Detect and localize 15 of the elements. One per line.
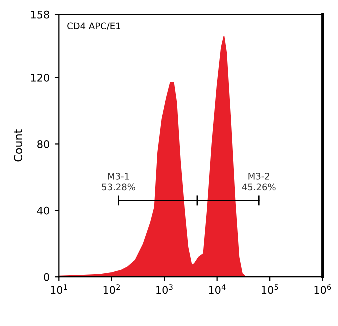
annotation: M3-1 53.28% xyxy=(102,172,136,191)
x-tick-label: 10$^{4}$ xyxy=(209,284,226,294)
y-tick-label: 40 xyxy=(37,206,50,215)
x-tick-label: 10$^{1}$ xyxy=(51,284,68,294)
x-tick-label: 10$^{3}$ xyxy=(156,284,173,294)
y-tick-label: 158 xyxy=(31,10,50,19)
x-tick-label: 10$^{2}$ xyxy=(104,284,120,294)
x-tick-label: 10$^{6}$ xyxy=(314,284,332,294)
y-tick-label: 120 xyxy=(31,74,50,82)
x-tick-label: 10$^{5}$ xyxy=(262,284,278,294)
y-axis-title: Count xyxy=(14,130,23,162)
annotation: M3-2 45.26% xyxy=(242,172,276,191)
y-tick-label: 80 xyxy=(38,140,50,148)
y-tick-label: 0 xyxy=(44,273,50,282)
text: CD4 APC/E1 xyxy=(68,22,121,30)
